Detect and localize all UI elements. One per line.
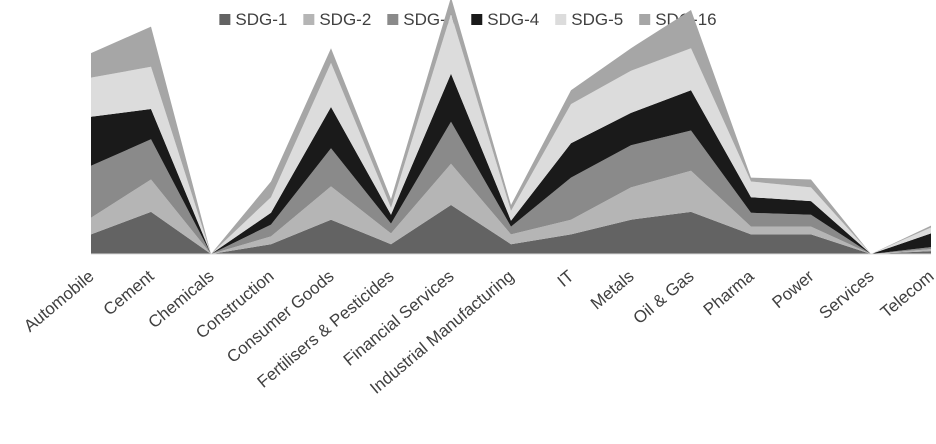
legend-swatch xyxy=(639,14,651,25)
x-tick-label: Financial Services xyxy=(340,267,458,370)
x-tick-label: Oil & Gas xyxy=(630,267,698,328)
x-tick-label: Consumer Goods xyxy=(223,267,337,367)
x-tick-label: Metals xyxy=(587,267,638,314)
x-axis: Automobile CementChemicalsConstructionCon… xyxy=(20,253,936,398)
x-tick-label: Telecom xyxy=(877,267,936,322)
legend-label: SDG-5 xyxy=(571,10,623,29)
legend-label: SDG-3 xyxy=(403,10,455,29)
x-tick-label: IT xyxy=(554,267,578,291)
x-tick-label: Services xyxy=(815,267,877,323)
area-sdg-3 xyxy=(91,121,931,254)
legend-swatch xyxy=(219,14,231,25)
legend-item-sdg-2: SDG-2 xyxy=(303,10,371,29)
x-tick-label: Automobile xyxy=(20,267,97,336)
legend-item-sdg-4: SDG-4 xyxy=(471,10,539,29)
legend-swatch xyxy=(555,14,567,25)
legend-item-sdg-3: SDG-3 xyxy=(387,10,455,29)
x-tick-label: Cement xyxy=(100,266,158,319)
area-sdg-1 xyxy=(91,205,931,254)
legend-swatch xyxy=(303,14,315,25)
legend-label: SDG-4 xyxy=(487,10,539,29)
x-tick-label: Pharma xyxy=(700,266,758,319)
legend-label: SDG-2 xyxy=(319,10,371,29)
legend-label: SDG-1 xyxy=(235,10,287,29)
area-sdg-4 xyxy=(91,73,931,254)
x-tick-label: Power xyxy=(768,266,817,312)
legend-item-sdg-5: SDG-5 xyxy=(555,10,623,29)
area-sdg-2 xyxy=(91,163,931,254)
legend-swatch xyxy=(387,14,399,25)
legend-item-sdg-1: SDG-1 xyxy=(219,10,287,29)
legend-swatch xyxy=(471,14,483,25)
plot-area xyxy=(91,0,931,255)
area-sdg-5 xyxy=(91,13,931,255)
